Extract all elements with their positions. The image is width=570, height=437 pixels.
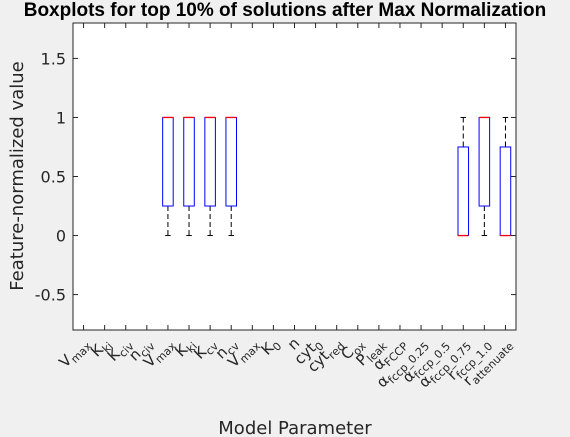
x-tick-label: cytred <box>304 334 348 378</box>
y-tick-label: -0.5 <box>35 286 66 305</box>
x-tick-label: K0 <box>258 334 285 361</box>
y-axis-label: Feature-normalized value <box>7 61 28 290</box>
plot-area <box>72 22 517 331</box>
chart-title: Boxplots for top 10% of solutions after … <box>24 0 547 21</box>
y-tick-label: 0 <box>56 227 66 246</box>
x-tick-label: Vmax <box>224 334 263 373</box>
y-tick-label: 1.5 <box>41 49 66 68</box>
x-tick-label: Vmax <box>140 334 179 373</box>
x-axis-label: Model Parameter <box>218 418 372 437</box>
x-tick-label: Vmax <box>55 334 94 373</box>
y-tick-label: 1 <box>56 108 66 127</box>
y-tick-label: 0.5 <box>41 168 66 187</box>
